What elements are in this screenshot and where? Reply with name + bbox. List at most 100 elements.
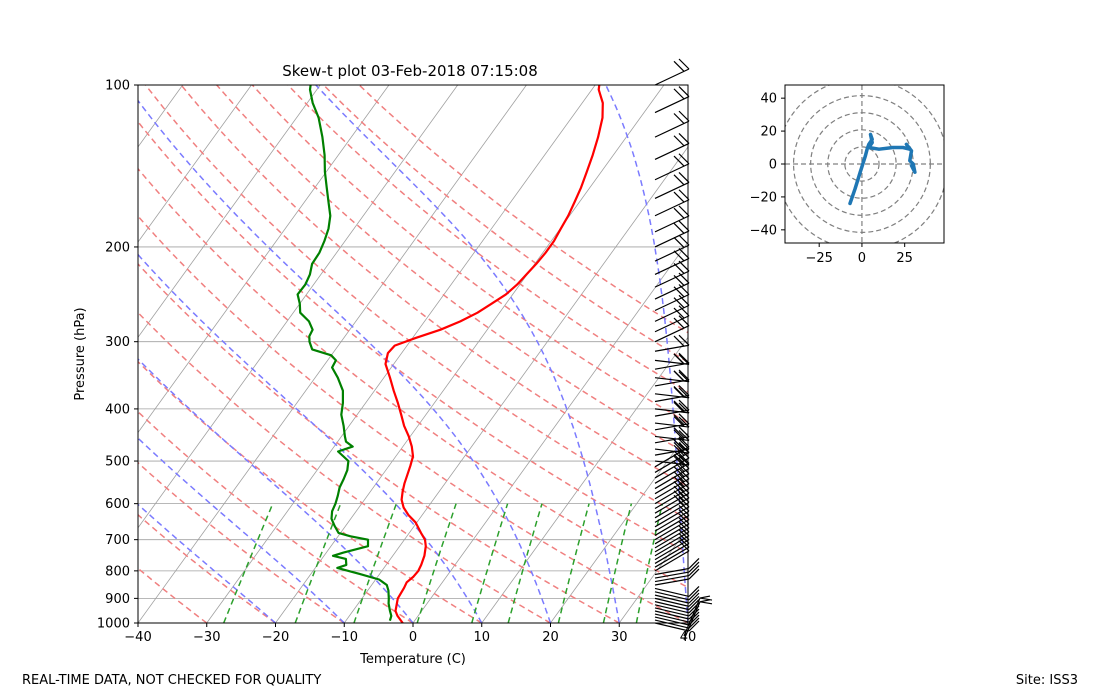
hodograph-axes: −25 0 25 −40 −20 0 20 40	[750, 84, 945, 266]
x-tick-label: −10	[331, 630, 358, 645]
wind-barb	[654, 620, 700, 632]
wind-barb	[654, 599, 700, 611]
wind-barbs	[654, 58, 713, 641]
isotherm-line	[343, 146, 688, 623]
wind-barb	[654, 482, 690, 514]
mixing-ratio-line	[471, 503, 509, 623]
isotherm-line	[138, 85, 321, 339]
dry-adiabat	[144, 85, 688, 521]
moist-adiabat	[138, 99, 552, 623]
wind-barb-flag	[683, 595, 713, 637]
skewt-title: Skew-t plot 03-Feb-2018 07:15:08	[282, 62, 538, 80]
hodograph-x-tick-label: 25	[896, 251, 913, 266]
y-tick-label: 900	[105, 592, 130, 607]
hodograph-content	[785, 85, 944, 243]
dry-adiabat	[138, 360, 483, 623]
skewt-profiles	[296, 85, 604, 623]
mixing-ratio-line	[602, 503, 633, 623]
skewt-background-lines	[0, 85, 688, 623]
wind-barb	[654, 605, 700, 617]
wind-barb	[654, 438, 690, 456]
x-tick-label: 10	[473, 630, 490, 645]
wind-barb	[654, 284, 690, 312]
mixing-ratio-line	[353, 503, 398, 623]
wind-barb	[654, 568, 700, 586]
wind-barb	[654, 401, 690, 414]
wind-barb	[654, 386, 690, 399]
dry-adiabat	[138, 311, 551, 623]
moist-adiabat	[138, 358, 414, 623]
y-tick-label: 1000	[97, 617, 130, 632]
wind-barb	[654, 608, 700, 620]
dry-adiabat	[322, 85, 688, 363]
wind-barb	[654, 592, 700, 604]
dry-adiabat	[358, 85, 688, 334]
x-tick-label: 30	[611, 630, 628, 645]
isotherm-line	[0, 85, 114, 623]
isotherm-line	[138, 85, 459, 529]
wind-barb	[654, 586, 700, 598]
wind-barb	[654, 248, 690, 276]
wind-barb	[654, 86, 690, 114]
wind-barb	[654, 595, 700, 607]
wind-barb	[654, 153, 690, 181]
site-label: Site: ISS3	[1015, 673, 1078, 688]
mixing-ratio-line	[223, 503, 274, 623]
wind-barb	[654, 234, 690, 262]
hodograph-x-tick-label: 0	[858, 251, 866, 266]
mixing-ratio-line	[294, 503, 342, 623]
wind-barb	[654, 413, 690, 431]
x-tick-label: 20	[542, 630, 559, 645]
wind-barb	[654, 315, 690, 343]
isotherm-line	[687, 622, 688, 623]
skewt-axes: −40 −30 −20 −10 0 10 20 30 40 1000 900 800 700 600 500…	[0, 58, 713, 646]
hodograph-y-tick-label: −20	[750, 190, 777, 205]
isotherm-line	[206, 85, 596, 623]
y-tick-label: 100	[105, 79, 130, 94]
isotherm-line	[550, 431, 688, 623]
y-tick-label: 200	[105, 240, 130, 255]
hodograph-y-tick-label: 40	[760, 92, 777, 107]
skewt-xlabel: Temperature (C)	[359, 652, 466, 667]
wind-barb	[654, 305, 690, 333]
isotherm-line	[138, 85, 184, 148]
y-tick-label: 600	[105, 497, 130, 512]
dry-adiabat	[138, 167, 688, 589]
y-tick-label: 500	[105, 455, 130, 470]
wind-barb	[654, 416, 690, 428]
wind-barb	[654, 454, 690, 466]
dry-adiabat	[180, 85, 688, 488]
x-tick-label: −40	[124, 630, 151, 645]
mixing-ratio-line	[635, 503, 664, 623]
wind-barb	[654, 353, 690, 365]
wind-barb	[654, 426, 690, 444]
wind-barb	[654, 58, 690, 86]
hodograph-trace	[848, 132, 917, 206]
y-tick-label: 700	[105, 533, 130, 548]
wind-barb	[654, 468, 690, 500]
dewpoint-profile	[296, 85, 393, 622]
isotherm-line	[0, 85, 45, 623]
y-tick-label: 400	[105, 402, 130, 417]
hodograph-y-tick-label: 20	[760, 125, 777, 140]
hodograph-y-tick-label: −40	[750, 223, 777, 238]
y-tick-label: 300	[105, 335, 130, 350]
x-tick-label: 0	[409, 630, 417, 645]
wind-barb	[654, 442, 690, 454]
skewt-ticks: −40 −30 −20 −10 0 10 20 30 40 1000 900 800 700 600 500…	[97, 79, 696, 646]
mixing-ratio-line	[557, 503, 590, 623]
wind-barb	[654, 463, 690, 495]
hodograph-x-tick-label: −25	[805, 251, 832, 266]
moist-adiabat	[138, 437, 345, 623]
dry-adiabat	[138, 410, 414, 623]
isotherm-line	[138, 85, 252, 243]
mixing-ratio-line	[416, 503, 457, 623]
wind-barb	[654, 429, 690, 442]
dry-adiabat	[138, 120, 688, 554]
moist-adiabat	[605, 85, 688, 623]
temperature-profile	[384, 85, 604, 623]
skewt-ylabel: Pressure (hPa)	[73, 307, 88, 400]
dry-adiabat	[138, 567, 208, 623]
wind-barb	[654, 272, 690, 300]
